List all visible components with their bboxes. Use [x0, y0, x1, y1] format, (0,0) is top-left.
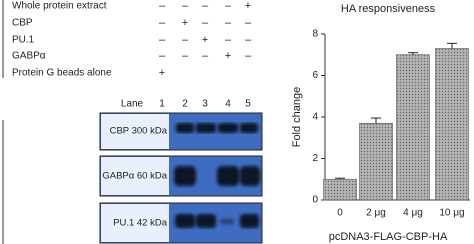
sign: –	[245, 17, 252, 29]
sign: +	[182, 17, 188, 29]
sign: +	[245, 0, 251, 12]
row-label: Protein G beads alone	[12, 68, 112, 79]
blot-label-bg	[101, 114, 169, 149]
lane-number: 3	[202, 99, 208, 110]
lane-label: Lane	[121, 99, 144, 110]
x-tick-label: 2 μg	[366, 208, 386, 219]
row-label: Whole protein extract	[12, 1, 107, 12]
sign: +	[202, 34, 208, 46]
sign: –	[245, 50, 252, 62]
sign: –	[202, 17, 209, 29]
sign: –	[182, 50, 189, 62]
sign: –	[225, 0, 232, 12]
blot-label-bg	[101, 157, 169, 195]
blot-label: PU.1 42 kDa	[113, 218, 168, 229]
y-axis-label: Fold change	[291, 87, 303, 148]
sign: –	[159, 17, 166, 29]
row-label: CBP	[12, 18, 33, 29]
sign: –	[225, 34, 232, 46]
row-label: GABPα	[12, 51, 46, 62]
bar-texture	[435, 48, 469, 201]
blot-label: CBP 300 kDa	[110, 126, 168, 137]
lane-number: 5	[245, 99, 251, 110]
y-tick-label: 0	[312, 195, 318, 206]
sign: –	[159, 0, 166, 12]
bands	[176, 123, 258, 133]
blot-label: GABPα 60 kDa	[102, 171, 167, 182]
y-tick-label: 6	[312, 70, 318, 81]
sign: –	[182, 0, 189, 12]
blot-panels	[99, 112, 263, 244]
bar-texture	[359, 123, 393, 200]
y-tick-label: 8	[312, 29, 318, 40]
sign: –	[159, 50, 166, 62]
sign: –	[202, 0, 209, 12]
chart-title: HA responsiveness	[341, 3, 436, 15]
sign: +	[159, 67, 165, 79]
sign: –	[159, 34, 166, 46]
lane-number: 1	[159, 99, 165, 110]
sign: –	[202, 50, 209, 62]
x-tick-label: 0	[337, 208, 343, 219]
bar-texture	[396, 54, 430, 200]
y-tick-label: 2	[312, 153, 318, 164]
sign: –	[245, 34, 252, 46]
bar-texture	[323, 179, 357, 200]
x-tick-label: 10 μg	[439, 208, 464, 219]
x-axis-label: pcDNA3-FLAG-CBP-HA	[329, 231, 448, 243]
lane-number: 2	[182, 99, 188, 110]
sign: –	[182, 34, 189, 46]
sign: –	[225, 17, 232, 29]
y-tick-label: 4	[312, 112, 318, 123]
x-tick-label: 4 μg	[403, 208, 423, 219]
row-label: PU.1	[12, 35, 35, 46]
bands	[175, 214, 259, 228]
lane-number: 4	[225, 99, 231, 110]
sign: +	[225, 50, 231, 62]
blot-label-bg	[101, 204, 169, 242]
bands	[174, 166, 260, 186]
